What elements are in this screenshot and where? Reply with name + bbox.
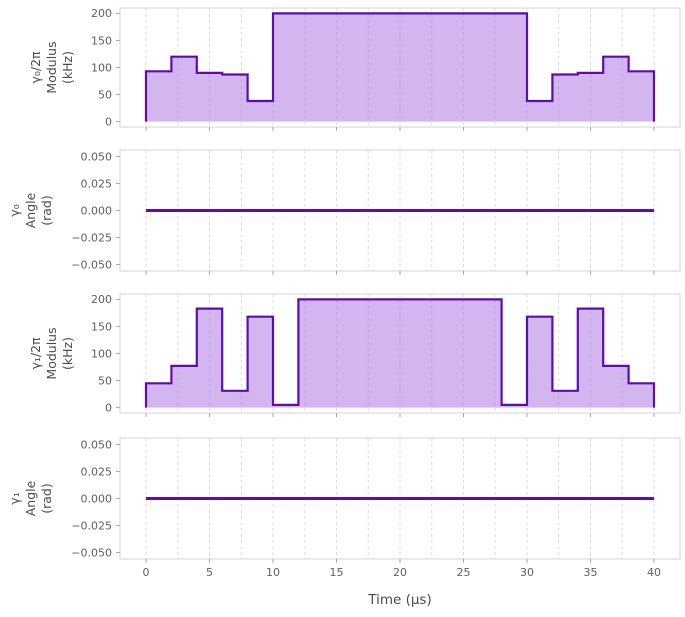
y-axis-label: γ₀Angle(rad) [7, 192, 54, 228]
x-tick-label: 0 [143, 566, 150, 579]
y-tick-label: −0.025 [71, 519, 112, 532]
y-tick-label: 50 [98, 374, 112, 387]
x-axis: 0 5 10 15 20 25 30 35 40 Time (μs) [143, 566, 661, 608]
y-tick-label: −0.050 [71, 258, 112, 271]
y-tick-label: 0.050 [81, 150, 113, 163]
subplot-gamma1-modulus: 0 50 100 150 200 γ₁/2πModulus(kHz) [28, 293, 681, 417]
y-tick-label: 150 [91, 320, 112, 333]
y-tick-label: −0.025 [71, 231, 112, 244]
y-axis-label: γ₁/2πModulus(kHz) [28, 327, 75, 379]
y-tick-label: 200 [91, 293, 112, 306]
subplot-gamma0-modulus: 0 50 100 150 200 γ₀/2πModulus(kHz) [28, 7, 681, 131]
y-axis-label: γ₁Angle(rad) [7, 480, 54, 516]
y-tick-label: 100 [91, 347, 112, 360]
step-area-fill [146, 13, 654, 122]
x-axis-title: Time (μs) [367, 592, 432, 608]
y-tick-label: 0.025 [81, 177, 113, 190]
x-tick-label: 15 [330, 566, 344, 579]
y-tick-label: 0.000 [81, 492, 113, 505]
y-axis-label: γ₀/2πModulus(kHz) [28, 41, 75, 93]
y-tick-label: 0.050 [81, 438, 113, 451]
x-tick-label: 30 [520, 566, 534, 579]
x-tick-label: 5 [206, 566, 213, 579]
y-tick-label: 100 [91, 61, 112, 74]
subplot-gamma0-angle: 0.050 0.025 0.000 −0.025 −0.050 γ₀Angle(rad) [7, 149, 681, 275]
y-tick-label: 200 [91, 7, 112, 20]
x-tick-label: 35 [583, 566, 597, 579]
subplot-gamma1-angle: 0.050 0.025 0.000 −0.025 −0.050 γ₁Angle(rad) [7, 437, 681, 563]
step-area-outline [144, 298, 656, 408]
x-tick-label: 40 [647, 566, 661, 579]
y-tick-label: 0.025 [81, 465, 113, 478]
y-tick-label: −0.050 [71, 546, 112, 559]
x-tick-label: 10 [266, 566, 280, 579]
y-tick-label: 0 [105, 115, 112, 128]
y-tick-label: 0 [105, 401, 112, 414]
step-area-outline [144, 12, 656, 122]
x-tick-label: 20 [393, 566, 407, 579]
y-tick-label: 50 [98, 88, 112, 101]
x-tick-label: 25 [456, 566, 470, 579]
y-tick-label: 0.000 [81, 204, 113, 217]
y-tick-label: 150 [91, 34, 112, 47]
